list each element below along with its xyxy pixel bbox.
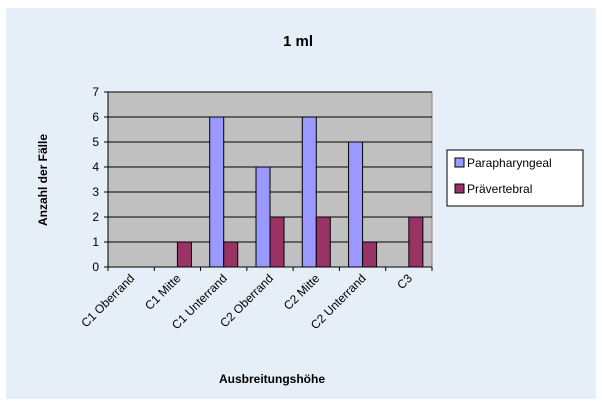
y-tick-label: 5 <box>92 135 99 149</box>
legend: Parapharyngeal Prävertebral <box>446 149 584 207</box>
bar-series-2 <box>315 216 331 268</box>
bar-series-1 <box>209 116 225 268</box>
bar-series-1 <box>348 141 364 268</box>
bar-series-2 <box>408 216 424 268</box>
x-axis-label: Ausbreitungshöhe <box>219 372 325 386</box>
y-tick-label: 2 <box>92 210 99 224</box>
legend-label: Prävertebral <box>467 182 532 196</box>
bar-series-2 <box>223 241 239 268</box>
y-tick-label: 0 <box>92 260 99 274</box>
legend-swatch <box>454 157 465 168</box>
bar-series-2 <box>362 241 378 268</box>
axes <box>107 92 433 271</box>
chart-title: 1 ml <box>283 33 313 50</box>
y-tick-label: 7 <box>92 85 99 99</box>
bar-series-2 <box>176 241 192 268</box>
y-tick-label: 4 <box>92 160 99 174</box>
y-tick-label: 6 <box>92 110 99 124</box>
legend-label: Parapharyngeal <box>467 156 552 170</box>
bars <box>176 116 424 268</box>
y-tick-labels: 0 1 2 3 4 5 6 7 <box>92 85 108 274</box>
y-tick-label: 3 <box>92 185 99 199</box>
y-tick-label: 1 <box>92 235 99 249</box>
bar-series-1 <box>255 166 271 268</box>
legend-box <box>446 149 584 207</box>
bar-series-2 <box>269 216 285 268</box>
bar-series-1 <box>301 116 317 268</box>
y-axis-label: Anzahl der Fälle <box>36 134 50 226</box>
legend-swatch <box>454 183 465 194</box>
